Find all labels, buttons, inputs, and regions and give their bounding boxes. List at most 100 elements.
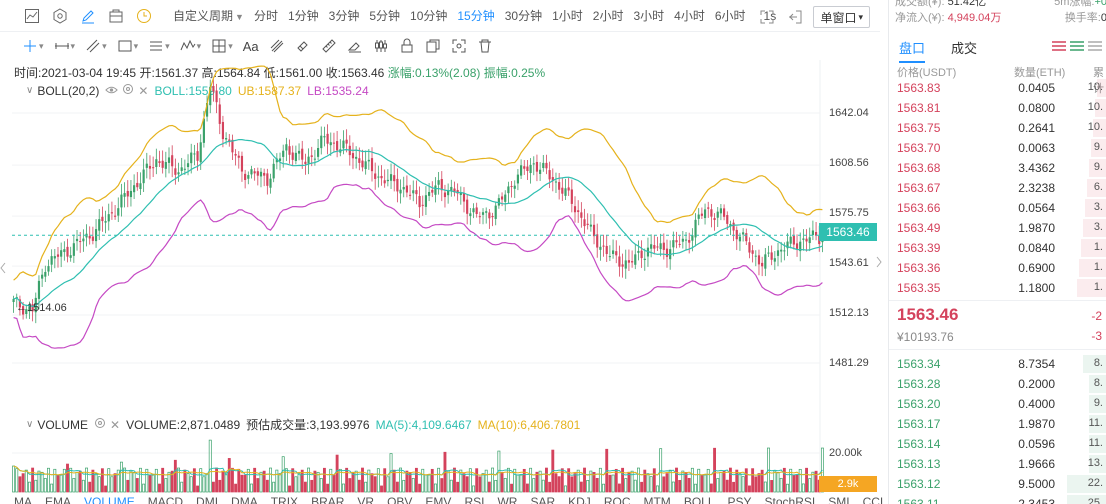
single-window-select[interactable]: 单窗口 ▾ [813,6,870,28]
period-tab[interactable]: 1分钟 [287,9,319,23]
collapse-arrow-icon[interactable]: ∨ [26,85,34,96]
copy-tool[interactable] [425,38,441,54]
brush-tool[interactable] [269,38,285,54]
tab-trades[interactable]: 成交 [951,41,978,56]
ask-row[interactable]: 1563.67 2.3238 6. [889,178,1106,198]
eraser-tool[interactable] [347,38,363,54]
ask-row[interactable]: 1563.75 0.2641 10. [889,118,1106,138]
volume-bar [253,467,257,493]
right-collapse-icon[interactable] [876,256,882,268]
wave-tool[interactable]: ▾ [180,38,201,54]
ask-row[interactable]: 1563.68 3.4362 9. [889,158,1106,178]
bid-row[interactable]: 1563.13 1.9666 13. [889,454,1106,474]
horizontal-line-tool[interactable]: ▾ [54,38,75,54]
candle-body [580,212,583,218]
eye-icon[interactable] [105,84,119,98]
chart-type-icon[interactable] [20,4,44,28]
left-collapse-icon[interactable] [0,262,6,274]
close-icon[interactable]: ✕ [110,417,121,432]
rectangle-tool[interactable]: ▾ [117,38,138,54]
bid-row[interactable]: 1563.12 9.5000 22. [889,474,1106,494]
collapse-arrow-icon[interactable]: ∨ [26,419,34,430]
view-bids-icon[interactable] [1070,40,1084,52]
view-both-icon[interactable] [1052,40,1066,52]
period-tab[interactable]: 分时 [253,9,278,23]
clock-icon[interactable] [132,4,156,28]
ask-row[interactable]: 1563.35 1.1800 1. [889,278,1106,298]
indicator-tab[interactable]: MACD [147,495,184,504]
indicator-settings-icon[interactable] [48,4,72,28]
draw-pen-icon[interactable] [76,4,100,28]
indicator-tab[interactable]: OBV [387,495,413,504]
close-icon[interactable]: ✕ [138,83,149,98]
indicator-tab[interactable]: RSI [464,495,485,504]
indicator-tab[interactable]: KDJ [568,495,591,504]
ask-row[interactable]: 1563.83 0.0405 10. [889,78,1106,98]
gear-icon[interactable] [94,417,106,432]
indicator-tab[interactable]: BRAR [311,495,345,504]
indicator-tab[interactable]: EMV [425,495,452,504]
period-tab[interactable]: 3小时 [633,9,665,23]
volume-chart[interactable] [0,412,880,494]
candlestick-chart[interactable] [0,60,880,412]
indicator-tab[interactable]: WR [497,495,518,504]
exit-icon[interactable] [783,5,807,29]
period-tab-active[interactable]: 15分钟 [457,9,495,23]
indicator-tab[interactable]: MTM [643,495,671,504]
bid-row[interactable]: 1563.34 8.7354 8. [889,354,1106,374]
period-tab[interactable]: 6小时 [714,9,746,23]
custom-period-dropdown[interactable]: 自定义周期 ▼ [168,7,249,24]
candle-body [133,185,136,193]
indicator-tab[interactable]: SAR [530,495,556,504]
period-tab[interactable]: 4小时 [674,9,705,23]
gear-icon[interactable] [122,83,134,98]
tab-orderbook[interactable]: 盘口 [899,38,926,63]
ask-row[interactable]: 1563.81 0.0800 10. [889,98,1106,118]
period-tab[interactable]: 2小时 [592,9,624,23]
snapshot-icon[interactable] [104,4,128,28]
period-tab[interactable]: 1小时 [552,9,583,23]
indicator-tab[interactable]: CCI [862,495,884,504]
text-tool[interactable]: Aa [243,39,259,54]
ask-row[interactable]: 1563.39 0.0840 1. [889,238,1106,258]
bid-row[interactable]: 1563.11 2.3453 25. [889,494,1106,504]
bid-row[interactable]: 1563.28 0.2000 8. [889,374,1106,394]
indicator-tab[interactable]: VR [357,495,375,504]
screenshot-tool[interactable] [451,38,467,54]
period-tab[interactable]: 30分钟 [504,9,543,23]
bid-row[interactable]: 1563.17 1.9870 11. [889,414,1106,434]
indicator-tab[interactable]: MA [14,495,32,504]
depth-bar [1077,279,1106,297]
indicator-tab[interactable]: TRIX [270,495,299,504]
period-tab[interactable]: 10分钟 [410,9,448,23]
fibonacci-tool[interactable]: ▾ [148,38,170,54]
indicator-tab[interactable]: DMA [231,495,258,504]
fullscreen-icon[interactable] [755,5,779,29]
volume-bar [446,470,450,493]
indicator-tab[interactable]: BOLL [683,495,715,504]
indicator-tab[interactable]: StochRSI [764,495,816,504]
indicator-tab[interactable]: PSY [727,495,752,504]
ask-row[interactable]: 1563.49 1.9870 3. [889,218,1106,238]
indicator-tab[interactable]: VOLUME [84,495,135,504]
indicator-tab[interactable]: DMI [196,495,219,504]
indicator-tab[interactable]: EMA [45,495,72,504]
delete-tool[interactable] [477,38,493,54]
ask-row[interactable]: 1563.70 0.0063 9. [889,138,1106,158]
ruler-tool[interactable] [321,38,337,54]
ask-row[interactable]: 1563.36 0.6900 1. [889,258,1106,278]
crosshair-tool[interactable]: ▾ [22,38,44,54]
lock-tool[interactable] [399,38,415,54]
period-tab[interactable]: 5分钟 [369,9,401,23]
ask-row[interactable]: 1563.66 0.0564 3. [889,198,1106,218]
indicator-tab[interactable]: ROC [603,495,631,504]
period-tab[interactable]: 3分钟 [328,9,360,23]
bid-row[interactable]: 1563.14 0.0596 11. [889,434,1106,454]
bid-row[interactable]: 1563.20 0.4000 9. [889,394,1106,414]
grid-tool[interactable]: ▾ [211,38,233,54]
indicator-tab[interactable]: SMI [828,495,850,504]
view-asks-icon[interactable] [1088,40,1102,52]
parallel-line-tool[interactable]: ▾ [85,38,107,54]
magnet-tool[interactable] [295,38,311,54]
candle-tool[interactable] [373,38,389,54]
